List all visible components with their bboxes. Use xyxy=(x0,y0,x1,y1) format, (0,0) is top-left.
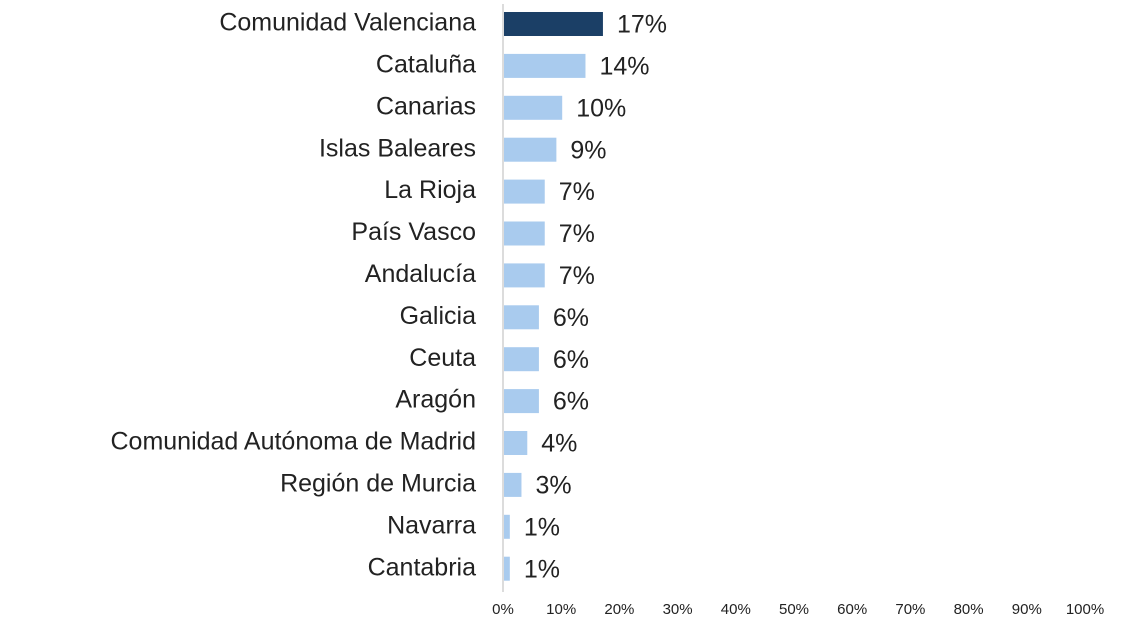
category-label: País Vasco xyxy=(351,218,476,246)
category-label: Ceuta xyxy=(409,344,476,372)
category-label: La Rioja xyxy=(384,176,476,204)
bar xyxy=(504,514,510,539)
category-label: Navarra xyxy=(387,511,476,539)
x-tick-label: 70% xyxy=(895,601,925,618)
bar xyxy=(504,472,522,497)
category-label: Islas Baleares xyxy=(319,134,476,162)
value-label: 7% xyxy=(559,178,595,206)
bar xyxy=(504,221,545,246)
value-label: 1% xyxy=(524,513,560,541)
x-tick-label: 80% xyxy=(954,601,984,618)
bar xyxy=(504,389,539,414)
bar xyxy=(504,263,545,288)
bar xyxy=(504,53,586,78)
category-label: Cantabria xyxy=(368,553,476,581)
x-tick-label: 40% xyxy=(721,601,751,618)
x-tick-label: 50% xyxy=(779,601,809,618)
value-label: 3% xyxy=(535,472,571,500)
value-label: 6% xyxy=(553,346,589,374)
bar xyxy=(504,137,557,162)
value-label: 1% xyxy=(524,555,560,583)
value-label: 14% xyxy=(599,53,649,81)
bar xyxy=(504,431,528,455)
x-tick-label: 60% xyxy=(837,601,867,618)
bar xyxy=(504,556,510,581)
x-tick-label: 20% xyxy=(604,601,634,618)
value-label: 9% xyxy=(570,136,606,164)
value-label: 17% xyxy=(617,11,667,39)
category-label: Aragón xyxy=(395,386,476,414)
category-label: Comunidad Autónoma de Madrid xyxy=(110,428,476,456)
x-tick-label: 30% xyxy=(663,601,693,618)
value-label: 4% xyxy=(541,430,577,458)
bar xyxy=(504,95,563,120)
category-label: Canarias xyxy=(376,92,476,120)
bar xyxy=(504,12,603,36)
value-label: 6% xyxy=(553,388,589,416)
bar xyxy=(504,347,539,372)
bar xyxy=(504,179,545,204)
value-label: 7% xyxy=(559,220,595,248)
x-tick-label: 0% xyxy=(492,601,514,618)
category-label: Región de Murcia xyxy=(280,470,476,498)
x-tick-label: 90% xyxy=(1012,601,1042,618)
category-label: Comunidad Valenciana xyxy=(219,9,476,37)
category-label: Andalucía xyxy=(365,260,476,288)
value-label: 10% xyxy=(576,94,626,122)
x-tick-label: 10% xyxy=(546,601,576,618)
value-label: 6% xyxy=(553,304,589,332)
category-label: Galicia xyxy=(400,302,477,330)
bar xyxy=(504,305,539,330)
category-label: Cataluña xyxy=(376,51,476,79)
x-tick-label: 100% xyxy=(1066,601,1104,618)
value-label: 7% xyxy=(559,262,595,290)
